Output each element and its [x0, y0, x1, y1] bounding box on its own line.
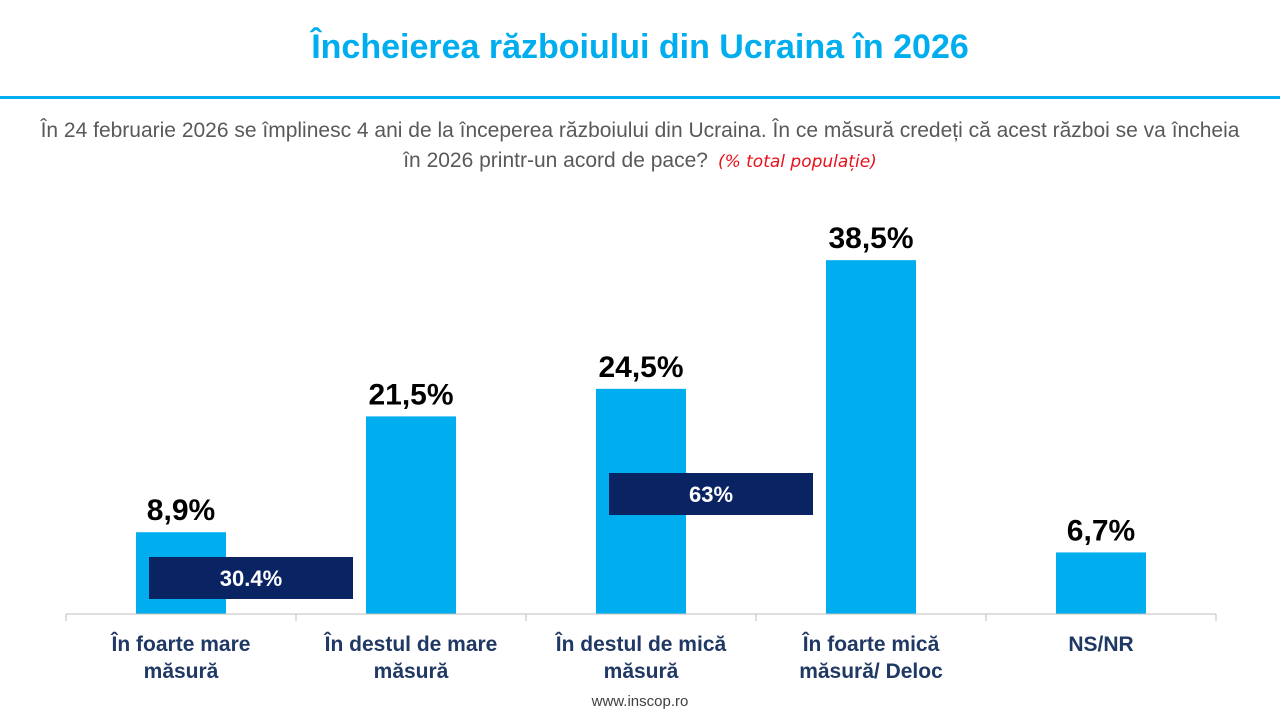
category-label-line: În destul de mică — [555, 632, 727, 656]
category-label-0: În foarte mare măsură — [111, 632, 251, 683]
category-label-line: NS/NR — [1068, 633, 1133, 656]
category-label-line: În foarte mică — [802, 632, 940, 656]
survey-question: În 24 februarie 2026 se împlinesc 4 ani … — [40, 116, 1240, 177]
category-label-line: măsură/ Deloc — [799, 660, 943, 683]
bar-4 — [1056, 552, 1146, 614]
category-label-line: măsură — [144, 660, 219, 683]
category-label-2: În destul de mică măsură — [555, 632, 727, 683]
data-label-4: 6,7% — [1067, 514, 1135, 547]
data-label-1: 21,5% — [368, 378, 453, 411]
page-title: Încheierea războiului din Ucraina în 202… — [311, 28, 969, 66]
group-total-label-0: 30.4% — [220, 566, 282, 591]
group-total-box-0 — [149, 557, 353, 599]
data-label-2: 24,5% — [598, 351, 683, 384]
question-text: În 24 februarie 2026 se împlinesc 4 ani … — [40, 119, 1240, 172]
category-label-3: În foarte mică măsură/ Deloc — [799, 632, 943, 683]
category-label-4: NS/NR — [1068, 633, 1133, 656]
bar-1 — [366, 416, 456, 614]
data-label-3: 38,5% — [828, 222, 913, 255]
footer-website: www.inscop.ro — [591, 693, 689, 710]
group-total-box-1 — [609, 473, 813, 515]
bar-3 — [826, 260, 916, 614]
title-divider — [0, 96, 1280, 99]
population-note: (% total populație) — [717, 152, 877, 172]
category-label-line: În foarte mare — [111, 632, 251, 656]
data-label-0: 8,9% — [147, 494, 215, 527]
category-label-line: măsură — [374, 660, 449, 683]
category-label-1: În destul de mare măsură — [324, 632, 498, 683]
group-total-label-1: 63% — [689, 482, 733, 507]
category-label-line: În destul de mare — [324, 632, 498, 656]
category-label-line: măsură — [604, 660, 679, 683]
